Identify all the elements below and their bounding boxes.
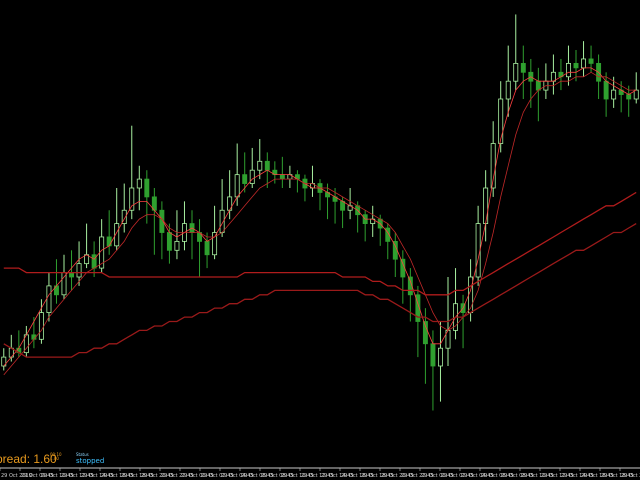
mini-readout: 00:10 1.80 xyxy=(50,453,62,461)
status-caption: Status xyxy=(76,452,89,457)
time-tick-label: 29 Oct 16:45 xyxy=(341,473,374,479)
candle-body xyxy=(212,232,218,256)
candle-body xyxy=(121,209,127,225)
time-tick-label: 29 Oct 08:45 xyxy=(501,473,534,479)
candle-body xyxy=(38,312,44,340)
time-tick-label: 29 Oct 00:45 xyxy=(181,473,214,479)
moving-average-line-4 xyxy=(3,223,637,358)
candle-body xyxy=(1,356,7,367)
time-tick-label: 29 Oct 02:45 xyxy=(201,473,234,479)
candle-body xyxy=(136,178,142,189)
time-tick-label: 29 Oct 06:45 xyxy=(241,473,274,479)
time-tick-label: 29 Oct 18:45 xyxy=(601,473,634,479)
candle-body xyxy=(611,89,617,100)
candle-body xyxy=(91,254,97,269)
time-tick-label: 29 Oct 08:45 xyxy=(261,473,294,479)
time-tick-label: 29 Oct 09:45 xyxy=(21,473,54,479)
candle-body xyxy=(513,63,519,82)
candles-layer xyxy=(1,14,639,411)
candle-body xyxy=(581,58,586,69)
candle-body xyxy=(400,258,406,278)
time-tick-label: 29 Oct 12:45 xyxy=(541,473,574,479)
candle-body xyxy=(166,232,172,251)
time-tick-label: 29 Oct 22:45 xyxy=(161,473,194,479)
candle-body xyxy=(279,174,285,180)
time-tick-label: 29 Oct 10:45 xyxy=(521,473,554,479)
candle-body xyxy=(505,80,511,100)
mini-readout-bottom: 1.80 xyxy=(50,456,59,461)
time-tick-label: 29 Oct 04:45 xyxy=(221,473,254,479)
candle-body xyxy=(114,223,120,247)
candle-body xyxy=(520,63,526,73)
candle-body xyxy=(76,263,82,278)
status-value: stopped xyxy=(76,457,105,465)
candle-body xyxy=(415,294,421,322)
candle-body xyxy=(242,174,248,184)
candle-body xyxy=(535,80,541,91)
mini-readout-top: 00:10 xyxy=(50,452,62,457)
spread-label: pread: 1.60 xyxy=(0,452,57,466)
status-box: Status stopped xyxy=(76,452,104,465)
candle-body xyxy=(573,63,579,69)
time-tick-label: 29 Oct 20:45 xyxy=(141,473,174,479)
candle-body xyxy=(407,276,413,296)
moving-average-line-2 xyxy=(3,71,637,376)
candle-body xyxy=(385,227,391,242)
time-tick-label: 29 Oct 12:45 xyxy=(301,473,334,479)
time-tick-label: 29 Oct 06:45 xyxy=(481,473,514,479)
time-tick-label: 29 Oct 12:45 xyxy=(61,473,94,479)
candle-body xyxy=(422,321,428,345)
time-tick-label: 29 Oct 22:45 xyxy=(401,473,434,479)
candle-body xyxy=(174,240,180,251)
candle-body xyxy=(633,89,639,100)
time-tick-label: 29 Oct 14:45 xyxy=(321,473,354,479)
candle-body xyxy=(498,98,504,144)
candle-body xyxy=(430,343,436,367)
time-tick-label: 29 Oct 16:45 xyxy=(101,473,134,479)
time-tick-label: 29 Oct 18:45 xyxy=(121,473,154,479)
candle-body xyxy=(264,160,270,171)
candle-body xyxy=(603,80,609,100)
candle-body xyxy=(566,63,571,78)
candle-body xyxy=(46,285,52,313)
time-tick-label: 29 Oct 14:45 xyxy=(81,473,114,479)
candle-body xyxy=(129,187,135,211)
candle-body xyxy=(550,71,556,82)
time-tick-label: 29 Oct 20:45 xyxy=(621,473,640,479)
time-tick-label: 29 Oct 18:45 xyxy=(361,473,394,479)
candle-body xyxy=(437,347,443,367)
moving-average-line-3 xyxy=(3,191,637,296)
moving-average-line-1 xyxy=(3,67,637,367)
candle-body xyxy=(106,236,112,247)
time-tick-label: 29 Oct 2019 xyxy=(1,473,32,479)
candle-body xyxy=(204,240,210,256)
candle-body xyxy=(257,160,263,171)
time-tick-label: 29 Oct 02:45 xyxy=(441,473,474,479)
candle-body xyxy=(588,58,594,64)
time-tick-label: 29 Oct 00:45 xyxy=(421,473,454,479)
candle-body xyxy=(144,178,150,198)
candle-body xyxy=(249,169,255,184)
candle-body xyxy=(234,174,240,198)
candle-body xyxy=(483,187,489,224)
time-tick-label: 29 Oct 16:45 xyxy=(581,473,614,479)
candle-body xyxy=(626,94,632,100)
time-tick-label: 29 Oct 04:45 xyxy=(461,473,494,479)
time-tick-label: 29 Oct 14:45 xyxy=(561,473,594,479)
time-tick-label: 29 Oct 20:45 xyxy=(381,473,414,479)
time-tick-label: 29 Oct 10:45 xyxy=(281,473,314,479)
candle-body xyxy=(490,143,496,189)
moving-averages-layer xyxy=(3,67,637,376)
time-tick-label: 29 Oct 10:45 xyxy=(41,473,74,479)
